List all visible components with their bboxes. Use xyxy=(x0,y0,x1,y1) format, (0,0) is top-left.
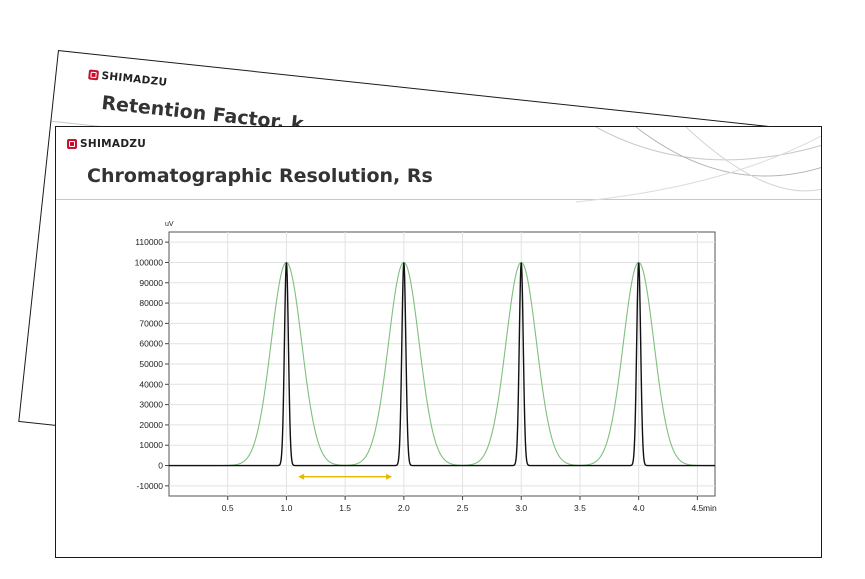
y-tick-label: 100000 xyxy=(135,257,164,267)
grid-lines xyxy=(169,232,715,496)
back-logo: SHIMADZU xyxy=(88,68,168,89)
x-tick-label: 4.5 xyxy=(691,503,703,513)
x-tick-label: 2.5 xyxy=(457,503,469,513)
front-title-rule xyxy=(56,199,821,200)
front-logo: SHIMADZU xyxy=(67,138,146,150)
x-tick-label: 4.0 xyxy=(633,503,645,513)
annotation-arrowhead-right xyxy=(386,473,393,480)
y-tick-label: 30000 xyxy=(139,400,163,410)
back-logo-text: SHIMADZU xyxy=(100,69,168,89)
chart-axes: 1100001000009000080000700006000050000400… xyxy=(135,237,704,513)
y-tick-label: -10000 xyxy=(137,481,164,491)
chromatogram-chart: 1100001000009000080000700006000050000400… xyxy=(135,221,717,513)
chart-series xyxy=(169,261,715,467)
chart-annotation xyxy=(298,473,393,480)
front-logo-text: SHIMADZU xyxy=(80,138,147,150)
x-tick-label: 1.5 xyxy=(339,503,351,513)
shimadzu-logo-icon xyxy=(88,69,100,81)
y-tick-label: 50000 xyxy=(139,359,163,369)
y-tick-label: 110000 xyxy=(135,237,163,247)
front-slide-title: Chromatographic Resolution, Rs xyxy=(87,165,433,187)
y-tick-label: 40000 xyxy=(139,379,163,389)
y-tick-label: 10000 xyxy=(139,440,163,450)
front-decorative-arcs xyxy=(576,127,821,203)
x-tick-label: 3.0 xyxy=(515,503,527,513)
series-broad-peaks xyxy=(169,261,715,467)
y-tick-label: 90000 xyxy=(139,278,163,288)
y-unit-label: uV xyxy=(165,221,174,228)
series-narrow-peaks xyxy=(169,262,715,467)
x-tick-label: 3.5 xyxy=(574,503,586,513)
shimadzu-logo-icon xyxy=(67,139,77,149)
y-tick-label: 0 xyxy=(158,461,163,471)
y-tick-label: 60000 xyxy=(139,339,163,349)
x-tick-label: 0.5 xyxy=(222,503,234,513)
x-tick-label: 1.0 xyxy=(281,503,293,513)
x-unit-label: min xyxy=(703,503,717,513)
y-tick-label: 80000 xyxy=(139,298,163,308)
y-tick-label: 70000 xyxy=(139,318,163,328)
y-tick-label: 20000 xyxy=(139,420,163,430)
x-tick-label: 2.0 xyxy=(398,503,410,513)
front-slide: SHIMADZU Chromatographic Resolution, Rs … xyxy=(55,126,822,558)
annotation-arrowhead-left xyxy=(298,473,305,480)
